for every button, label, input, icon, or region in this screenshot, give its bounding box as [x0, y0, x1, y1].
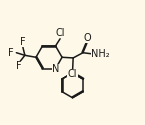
Text: Cl: Cl	[68, 69, 78, 79]
Text: Cl: Cl	[55, 28, 65, 38]
Text: N: N	[52, 64, 59, 74]
Text: F: F	[20, 37, 26, 47]
Text: Cl: Cl	[67, 69, 77, 79]
Text: F: F	[8, 48, 14, 58]
Text: NH₂: NH₂	[91, 49, 109, 59]
Text: F: F	[16, 61, 22, 71]
Text: O: O	[84, 33, 91, 43]
